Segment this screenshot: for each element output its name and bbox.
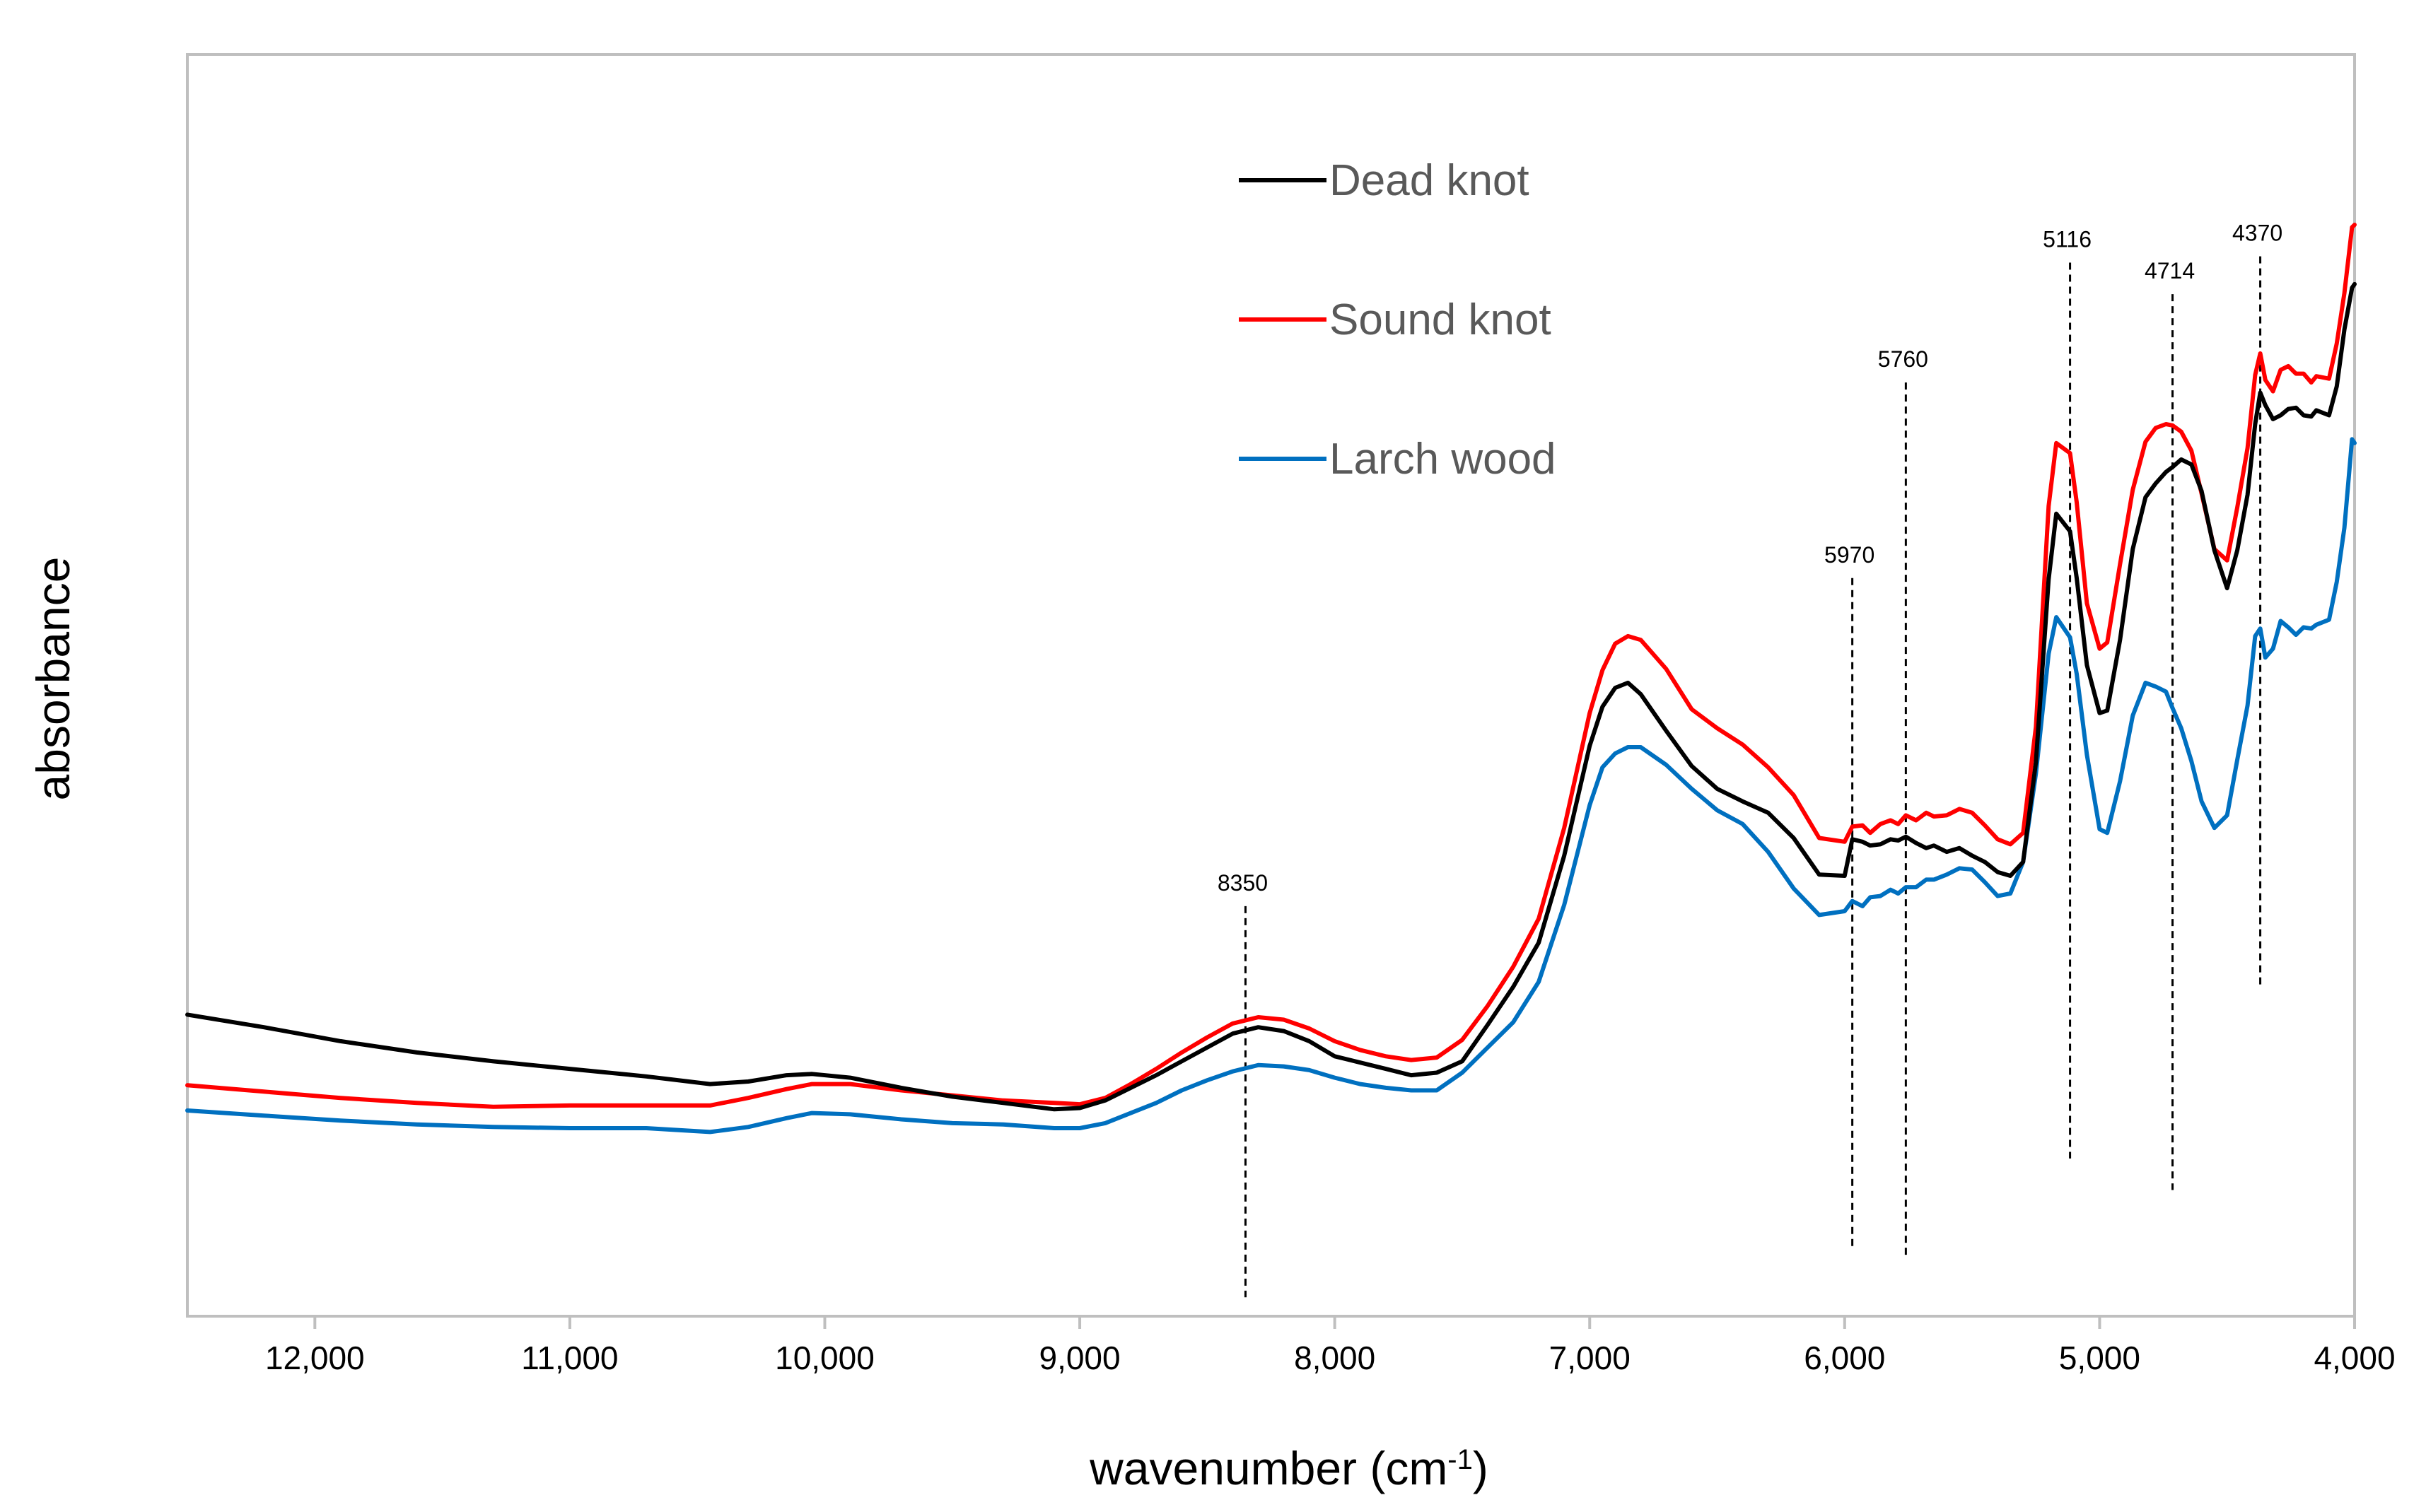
x-tick-label-9000: 9,000	[1039, 1340, 1120, 1376]
annotation-labels: 8350 5970 5760 5116 4714 4370	[1218, 221, 2282, 896]
x-tick-label-10000: 10,000	[775, 1340, 875, 1376]
x-tick-label-12000: 12,000	[265, 1340, 365, 1376]
x-axis-title: wavenumber (cm-1)	[1089, 1442, 1488, 1494]
legend-label-larch-wood: Larch wood	[1329, 435, 1556, 484]
x-tick-label-7000: 7,000	[1549, 1340, 1631, 1376]
annotation-label-8350: 8350	[1218, 870, 1268, 896]
x-tick-label-4000: 4,000	[2314, 1340, 2395, 1376]
series-lines	[185, 223, 2357, 1135]
legend-entry-larch-wood: Larch wood	[1239, 435, 1556, 484]
x-axis-title-superscript: -1	[1447, 1444, 1473, 1475]
x-tick-label-5000: 5,000	[2059, 1340, 2140, 1376]
annotation-lines	[1244, 256, 2262, 1298]
x-tick-label-11000: 11,000	[521, 1340, 618, 1376]
legend: Dead knot Sound knot Larch wood	[1239, 156, 1556, 484]
annotation-label-5116: 5116	[2043, 227, 2092, 252]
series-line-dead-knot	[185, 281, 2357, 1112]
legend-entry-sound-knot: Sound knot	[1239, 295, 1551, 344]
legend-label-sound-knot: Sound knot	[1329, 295, 1551, 344]
x-tick-label-8000: 8,000	[1294, 1340, 1375, 1376]
series-line-sound-knot	[185, 223, 2357, 1109]
annotation-label-4370: 4370	[2232, 221, 2282, 246]
x-tick-label-6000: 6,000	[1804, 1340, 1885, 1376]
y-axis-title: absorbance	[27, 557, 79, 801]
legend-label-dead-knot: Dead knot	[1329, 156, 1529, 205]
plot-area-frame	[186, 53, 2356, 1318]
series-line-larch-wood	[185, 437, 2357, 1135]
annotation-label-4714: 4714	[2145, 258, 2195, 283]
annotation-label-5760: 5760	[1878, 346, 1928, 372]
x-axis-ticks: 12,000 11,000 10,000 9,000 8,000 7,000 6,000 5,…	[265, 1316, 2396, 1376]
annotation-label-5970: 5970	[1824, 542, 1874, 568]
legend-entry-dead-knot: Dead knot	[1239, 156, 1529, 205]
